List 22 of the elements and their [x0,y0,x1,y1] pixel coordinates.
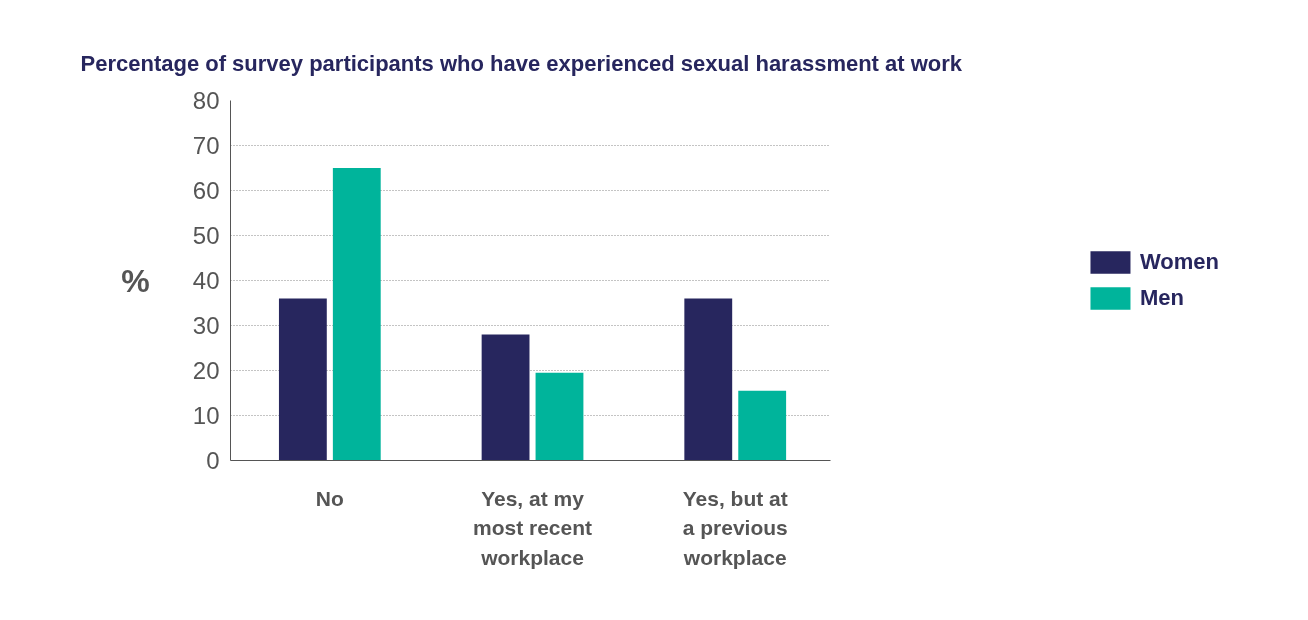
x-tick-label: Yes, at my most recent workplace [473,486,593,570]
y-axis-title: % [121,262,150,299]
bar [738,390,787,461]
chart-title: Percentage of survey participants who have experienced sexual harassment at work [80,50,963,76]
y-tick-label: 60 [192,177,220,204]
bar [278,298,327,461]
x-tick-label: No [315,486,344,510]
legend-label: Women [1139,249,1220,275]
bar [481,334,530,461]
y-tick-label: 10 [192,402,220,429]
y-tick-label: 70 [192,132,220,159]
bar [332,168,381,461]
bar [535,372,584,461]
y-tick-label: 50 [192,222,220,249]
bar [684,298,733,461]
y-tick-label: 40 [192,267,220,294]
y-tick-label: 80 [192,87,220,114]
legend-label: Men [1139,285,1184,311]
x-tick-label: Yes, but at a previous workplace [682,486,788,570]
y-tick-label: 20 [192,357,220,384]
y-tick-label: 30 [192,312,220,339]
y-tick-label: 0 [206,447,220,474]
